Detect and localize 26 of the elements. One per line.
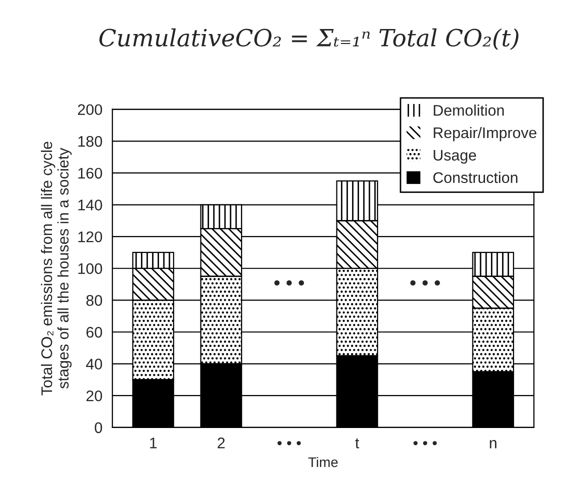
annotation: • • • [410, 280, 440, 286]
x-tick-label: t [355, 438, 360, 448]
x-tick-label: • • • [277, 441, 301, 446]
x-tick-label: n [490, 440, 496, 448]
y-axis-title: Total CO₂ emissions from all life cycle stages of all the houses in a society [40, 142, 72, 396]
x-tick-label: 1 [150, 438, 157, 448]
y-tick-label: 80 [86, 295, 102, 306]
y-tick-label: 180 [78, 136, 102, 147]
chart-title: CumulativeCO₂ = Σₜ₌₁ⁿ Total CO₂(t) [99, 28, 518, 50]
y-tick-label: 60 [86, 326, 102, 338]
annotation: • • • [274, 280, 304, 286]
y-tick-label: 160 [78, 168, 102, 179]
y-tick-label: 120 [78, 231, 102, 242]
x-tick-label: • • • [413, 441, 437, 446]
x-tick-label: 2 [218, 438, 225, 448]
y-tick-label: 0 [94, 422, 102, 434]
legend-label: Construction [433, 172, 518, 184]
y-tick-label: 20 [86, 390, 102, 402]
y-tick-label: 200 [78, 104, 102, 116]
x-axis-title: Time [308, 456, 338, 468]
y-tick-label: 40 [86, 358, 102, 370]
y-tick-label: 140 [78, 200, 102, 210]
y-tick-label: 100 [78, 263, 102, 274]
legend-label: Demolition [434, 104, 504, 116]
legend-label: Repair/Improve [434, 126, 536, 142]
legend-label: Usage [434, 150, 476, 164]
